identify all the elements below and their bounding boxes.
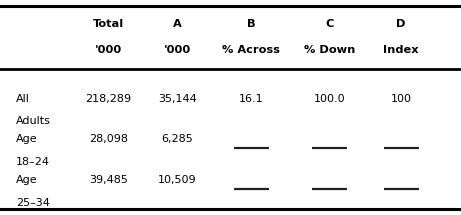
Text: '000: '000	[95, 45, 122, 55]
Text: All: All	[16, 94, 30, 104]
Text: Index: Index	[383, 45, 419, 55]
Text: 39,485: 39,485	[89, 175, 128, 185]
Text: 6,285: 6,285	[162, 134, 193, 144]
Text: A: A	[173, 19, 182, 29]
Text: C: C	[325, 19, 334, 29]
Text: '000: '000	[164, 45, 191, 55]
Text: 10,509: 10,509	[158, 175, 197, 185]
Text: 28,098: 28,098	[89, 134, 128, 144]
Text: Age: Age	[16, 175, 38, 185]
Text: 100: 100	[390, 94, 412, 104]
Text: B: B	[247, 19, 255, 29]
Text: D: D	[396, 19, 406, 29]
Text: 16.1: 16.1	[239, 94, 264, 104]
Text: 100.0: 100.0	[314, 94, 345, 104]
Text: % Across: % Across	[222, 45, 280, 55]
Text: Adults: Adults	[16, 116, 51, 126]
Text: 18–24: 18–24	[16, 157, 50, 167]
Text: Age: Age	[16, 134, 38, 144]
Text: Total: Total	[93, 19, 124, 29]
Text: 35,144: 35,144	[158, 94, 197, 104]
Text: % Down: % Down	[304, 45, 355, 55]
Text: 25–34: 25–34	[16, 198, 50, 208]
Text: 218,289: 218,289	[85, 94, 131, 104]
